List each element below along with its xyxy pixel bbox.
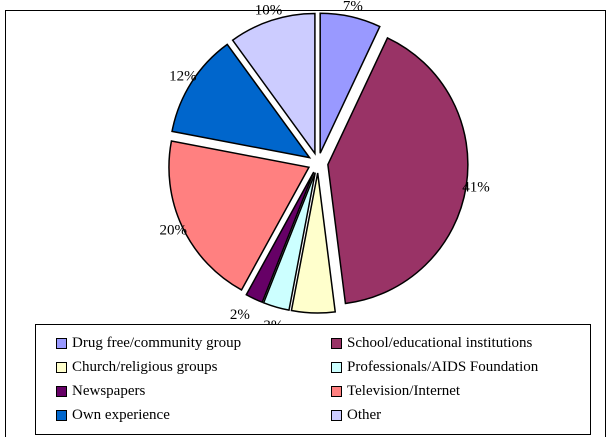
legend-swatch: [331, 337, 342, 349]
legend-swatch: [331, 409, 342, 421]
legend-label: Drug free/community group: [72, 334, 242, 351]
legend-swatch: [56, 361, 67, 373]
legend-item: Drug free/community group: [56, 331, 241, 355]
legend-label: Other: [347, 406, 382, 423]
pie-slice-2: [290, 172, 337, 314]
pie-slice-4: [245, 171, 315, 304]
chart-frame: [5, 10, 606, 437]
pie-label-7: 10%: [255, 2, 283, 18]
legend-item: Other: [331, 403, 381, 427]
pie-label-4: 2%: [230, 307, 250, 323]
legend: Drug free/community group School/educatio…: [35, 324, 591, 435]
legend-item: Television/Internet: [331, 379, 460, 403]
pie-label-0: 7%: [343, 0, 363, 14]
legend-label: Newspapers: [72, 382, 146, 399]
pie-slice-7: [231, 12, 316, 156]
legend-label: Church/religious groups: [72, 358, 218, 375]
legend-swatch: [331, 361, 342, 373]
legend-label: Professionals/AIDS Foundation: [347, 358, 539, 375]
pie-slices: [168, 12, 469, 314]
legend-swatch: [56, 409, 67, 421]
pie-slice-6: [171, 43, 312, 159]
legend-label: Own experience: [72, 406, 170, 423]
legend-item: Church/religious groups: [56, 355, 217, 379]
pie-slice-0: [319, 12, 381, 154]
pie-label-1: 41%: [462, 179, 490, 195]
pie-slice-5: [168, 140, 311, 291]
legend-label: Television/Internet: [347, 382, 461, 399]
legend-swatch: [56, 385, 67, 397]
legend-item: Own experience: [56, 403, 170, 427]
legend-item: School/educational institutions: [331, 331, 532, 355]
legend-swatch: [331, 385, 342, 397]
pie-slice-3: [262, 172, 316, 312]
legend-swatch: [56, 337, 67, 349]
pie-label-6: 12%: [169, 69, 197, 85]
legend-item: Professionals/AIDS Foundation: [331, 355, 538, 379]
legend-label: School/educational institutions: [347, 334, 533, 351]
pie-slice-1: [327, 36, 469, 305]
pie-label-5: 20%: [159, 223, 187, 239]
legend-item: Newspapers: [56, 379, 145, 403]
